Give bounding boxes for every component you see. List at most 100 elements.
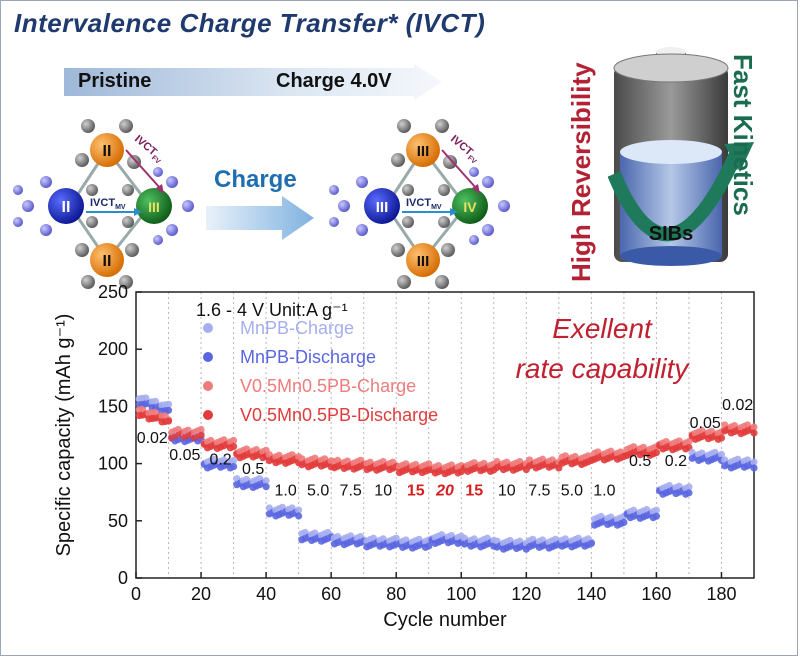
stage-charge-label: Charge 4.0V [276, 70, 392, 92]
rate-label: 0.02 [137, 430, 168, 447]
top-ion-label: III [417, 143, 430, 160]
vmnpb-discharge-point [229, 442, 238, 451]
ivct-mv-label: IVCTMV [90, 197, 126, 211]
x-tick-label: 40 [256, 584, 276, 604]
mnpb-discharge-point [652, 512, 661, 520]
mnpb-charge-point [717, 450, 726, 459]
vmnpb-discharge-point [164, 417, 173, 425]
high-reversibility-label: High Reversibility [566, 62, 596, 282]
rate-label: 10 [498, 483, 516, 500]
x-tick-label: 140 [576, 584, 606, 604]
fe-ion-bottom [406, 243, 440, 277]
x-tick-label: 60 [321, 584, 341, 604]
bottom-ion-label: II [103, 253, 112, 270]
ivct-mv-label: IVCTMV [406, 197, 442, 211]
x-tick-label: 120 [511, 584, 541, 604]
rate-label: 7.5 [340, 483, 362, 500]
vmnpb-discharge-point [652, 449, 661, 457]
y-tick-label: 50 [108, 511, 128, 531]
y-tick-label: 100 [98, 454, 128, 474]
mnpb-charge-point [750, 458, 758, 466]
mn-ion-left [48, 188, 84, 224]
mnpb-discharge-point [262, 483, 270, 491]
vmnpb-charge-point [685, 438, 693, 446]
v-ion-right [136, 188, 172, 224]
vmnpb-charge-point [197, 425, 205, 434]
mnpb-discharge-point [295, 512, 303, 520]
y-tick-label: 150 [98, 396, 128, 416]
y-tick-label: 200 [98, 339, 128, 359]
right-ion-label: IV [463, 199, 477, 215]
fe-ion-top [90, 133, 124, 167]
rate-label: 5.0 [307, 483, 329, 500]
legend-marker [203, 352, 213, 362]
fe-ion-bottom [90, 243, 124, 277]
mnpb-discharge-point [685, 489, 693, 497]
mnpb-charge-point [295, 506, 303, 514]
rate-label: 0.05 [169, 447, 200, 464]
rate-capability-annotation: rate capability [516, 353, 691, 384]
fast-kinetics-label: Fast Kinetics [728, 54, 758, 216]
x-tick-label: 20 [191, 584, 211, 604]
rate-label: 0.5 [629, 453, 651, 470]
rate-capability-chart: 0 20 40 60 80 100 120 140 160 180 0 50 100 150 200 250 C… [53, 282, 758, 631]
rate-label: 10 [374, 483, 392, 500]
rate-label: 0.5 [242, 461, 264, 478]
legend-marker [203, 410, 213, 420]
mnpb-discharge-point [620, 518, 628, 527]
vmnpb-discharge-point [717, 434, 726, 442]
rate-label: 15 [465, 483, 483, 500]
legend-marker [203, 381, 213, 391]
figure-title: Intervalence Charge Transfer* (IVCT) [14, 8, 486, 38]
legend-label: MnPB-Charge [240, 318, 354, 338]
vmnpb-charge-point [229, 436, 238, 445]
chart-header-label: 1.6 - 4 V Unit:A g⁻¹ [196, 300, 348, 320]
v-ion-right [452, 188, 488, 224]
y-tick-label: 0 [118, 568, 128, 588]
charge-arrow-icon [206, 196, 314, 240]
rate-label: 7.5 [528, 483, 550, 500]
legend-label: V0.5Mn0.5PB-Charge [240, 376, 416, 396]
rate-label: 20 [435, 483, 454, 500]
mnpb-discharge-point [587, 539, 595, 548]
mnpb-discharge-point [425, 542, 433, 550]
vmnpb-charge-point [750, 423, 758, 431]
bottom-ion-label: III [417, 253, 430, 270]
rate-label: 0.05 [690, 415, 721, 432]
mn-ion-left [364, 188, 400, 224]
rate-label: 15 [407, 483, 425, 500]
left-ion-label: III [376, 199, 389, 216]
x-tick-label: 100 [446, 584, 476, 604]
pristine-structure-diagram: II II II III IVCTMV IVCTFV [10, 110, 195, 290]
mnpb-charge-point [164, 400, 173, 408]
y-tick-label: 250 [98, 282, 128, 302]
vmnpb-discharge-point [750, 429, 758, 437]
mnpb-charge-point [229, 457, 238, 465]
charge-arrow-label: Charge [214, 166, 297, 193]
mnpb-charge-point [652, 506, 661, 514]
battery-label: SIBs [649, 223, 693, 245]
rate-capability-annotation: Exellent [552, 313, 653, 344]
rate-label: 0.2 [665, 453, 687, 470]
charged-structure-diagram: III III III IV IVCTMV IVCTFV [326, 110, 511, 290]
x-tick-label: 180 [706, 584, 736, 604]
legend-marker [203, 323, 213, 333]
right-ion-label: III [148, 199, 160, 215]
mnpb-charge-point [685, 483, 693, 491]
rate-label: 5.0 [561, 483, 583, 500]
mnpb-discharge-point [750, 464, 758, 472]
rate-label: 0.2 [209, 452, 231, 469]
mnpb-discharge-point [164, 406, 173, 414]
y-axis-title: Specific capacity (mAh g⁻¹) [53, 314, 75, 557]
legend-label: MnPB-Discharge [240, 347, 376, 367]
stage-arrow-shape [64, 64, 442, 100]
x-tick-label: 80 [386, 584, 406, 604]
x-axis-title: Cycle number [383, 609, 507, 631]
x-tick-label: 0 [131, 584, 141, 604]
x-tick-label: 160 [641, 584, 671, 604]
legend-label: V0.5Mn0.5PB-Discharge [240, 405, 438, 425]
mnpb-discharge-point [229, 462, 238, 471]
left-ion-label: II [62, 199, 71, 216]
stage-arrow-bar [64, 64, 444, 100]
